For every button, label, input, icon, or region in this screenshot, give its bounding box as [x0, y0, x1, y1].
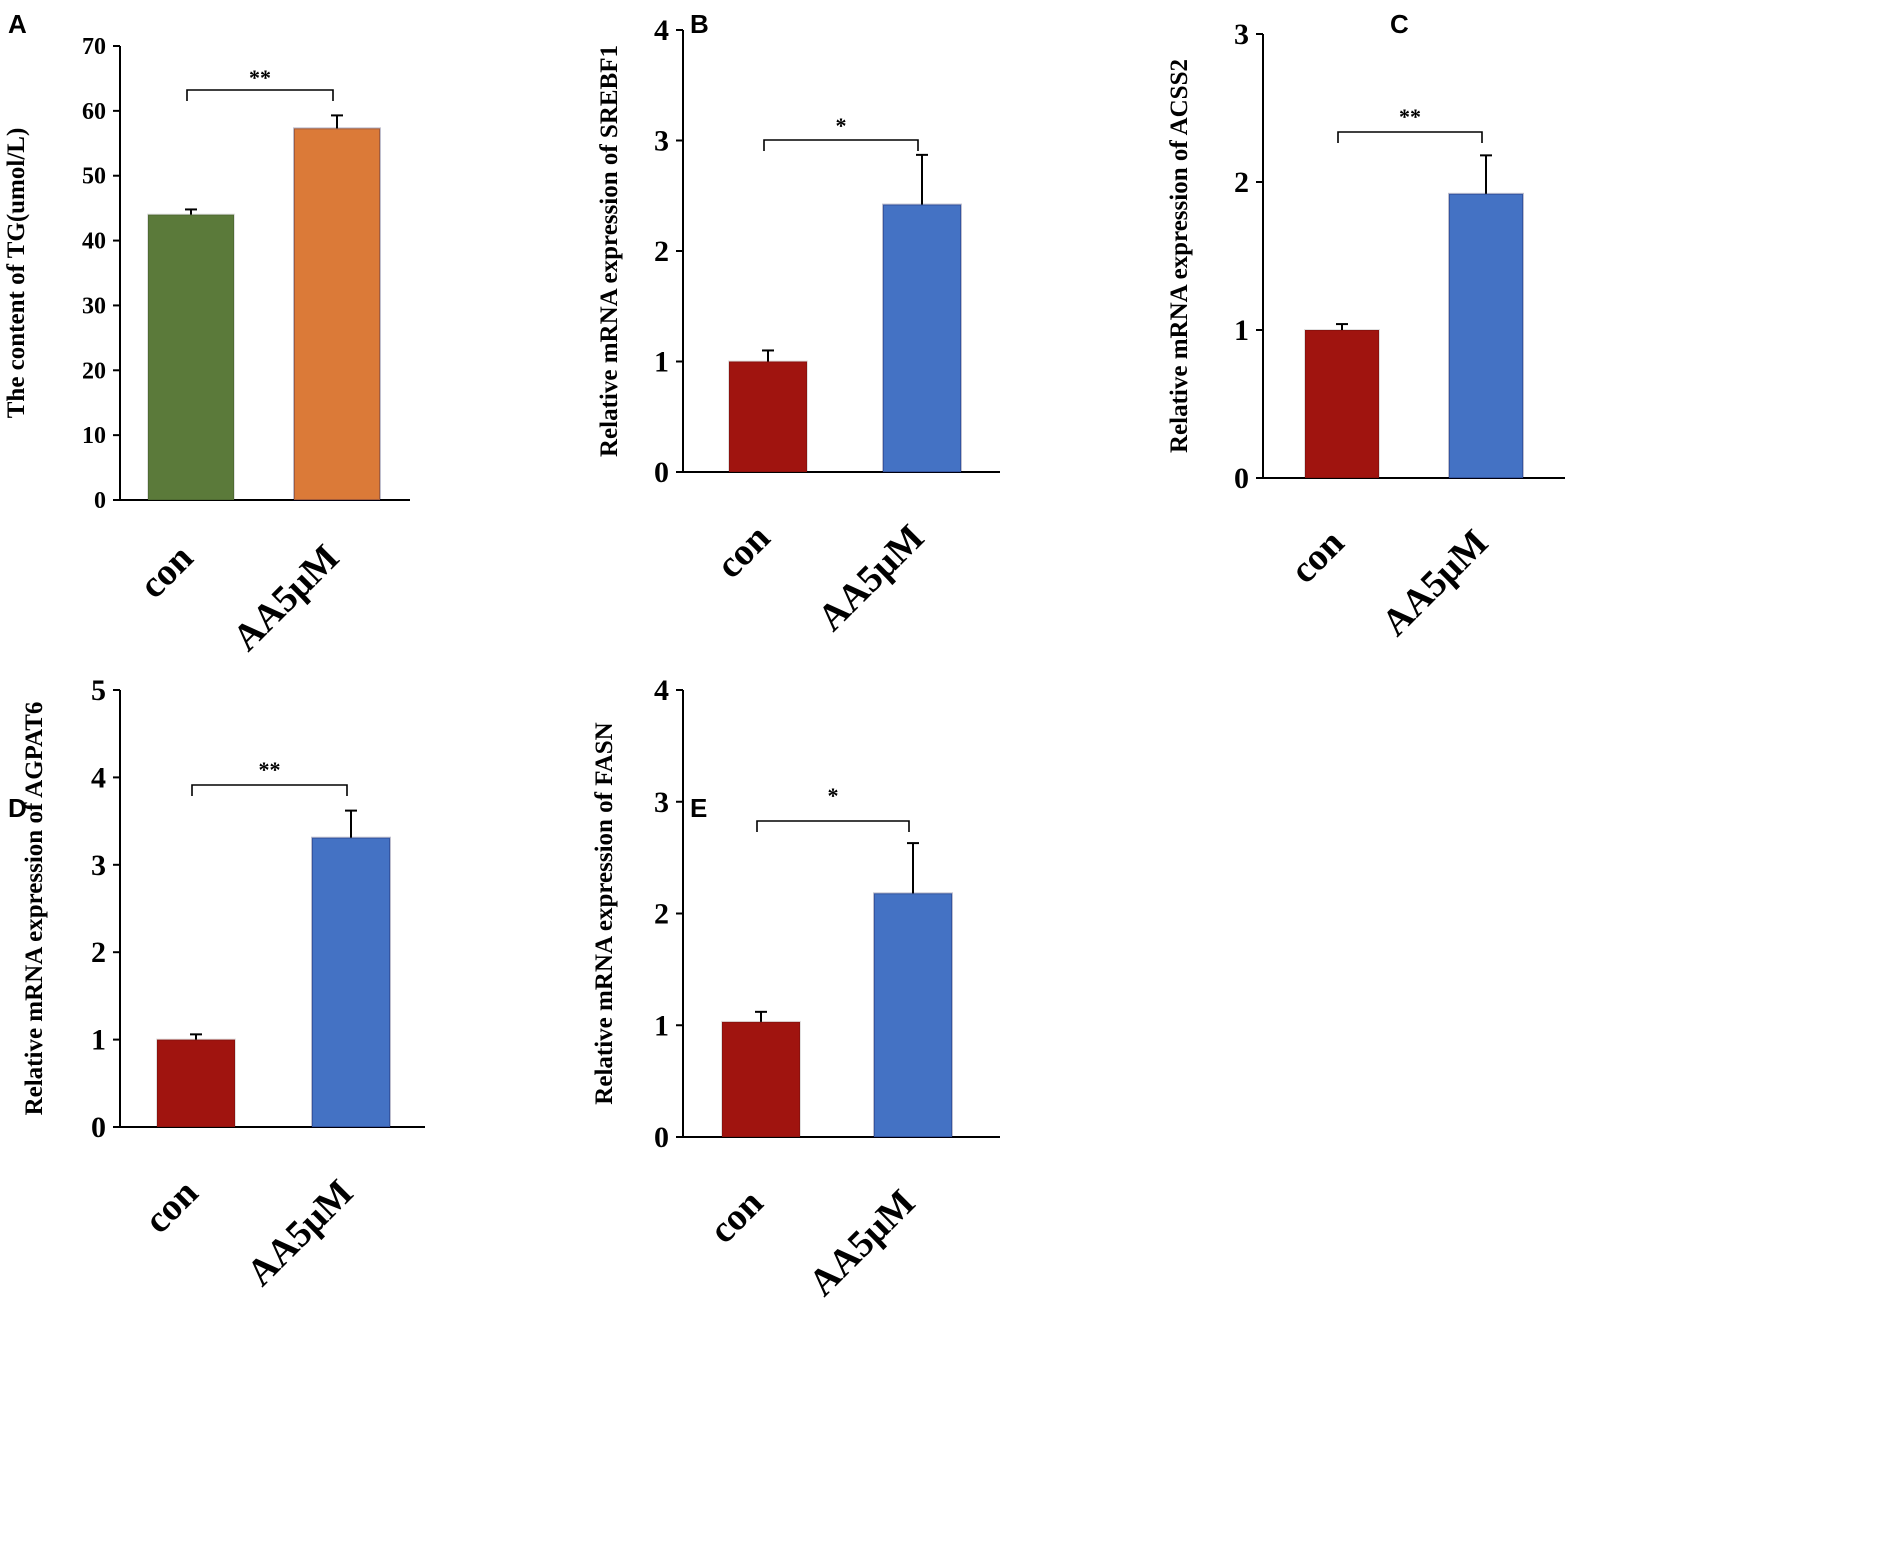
- y-tick-label-d: 2: [91, 936, 106, 969]
- y-tick-label-a: 30: [82, 293, 106, 319]
- x-category-label-d: con: [136, 1172, 206, 1242]
- y-tick-label-b: 1: [654, 346, 669, 379]
- significance-bracket-b: [763, 139, 919, 151]
- x-category-label-e: AA5μM: [801, 1182, 924, 1305]
- bar-a-con: [147, 213, 235, 501]
- y-tick-label-d: 4: [91, 761, 106, 794]
- y-tick-label-d: 0: [91, 1111, 106, 1144]
- y-tick-label-a: 40: [82, 229, 106, 255]
- significance-bracket-a: [186, 89, 334, 101]
- chart-panel-e: 0 1 2 3 4 con AA5μM * Relative mRNA expression o…: [591, 674, 1000, 1304]
- y-axis-title-e: Relative mRNA expression of FASN: [591, 722, 618, 1104]
- panel-letter-d: D: [8, 793, 27, 823]
- y-tick-label-e: 2: [654, 898, 669, 931]
- y-tick-label-b: 3: [654, 125, 669, 158]
- x-category-label-a: AA5μM: [225, 537, 348, 660]
- y-tick-label-e: 1: [654, 1009, 669, 1042]
- x-category-label-d: AA5μM: [239, 1172, 362, 1295]
- y-axis-title-c: Relative mRNA expression of ACSS2: [1166, 59, 1193, 453]
- y-tick-label-b: 0: [654, 456, 669, 489]
- significance-label-e: *: [828, 783, 839, 808]
- bar-b-con: [728, 360, 808, 473]
- panel-letter-a: A: [8, 9, 27, 39]
- y-axis-title-b: Relative mRNA expression of SREBF1: [596, 45, 623, 457]
- significance-bracket-c: [1337, 131, 1483, 143]
- significance-label-a: **: [249, 65, 271, 90]
- y-tick-label-a: 70: [82, 34, 106, 60]
- bar-c-aa5um: [1448, 192, 1524, 479]
- y-tick-label-e: 0: [654, 1121, 669, 1154]
- panel-letter-c: C: [1390, 9, 1409, 39]
- x-category-label-a: con: [131, 537, 201, 607]
- significance-label-c: **: [1399, 104, 1421, 129]
- bar-b-aa5um: [882, 203, 962, 473]
- x-category-label-b: AA5μM: [810, 517, 933, 640]
- y-tick-label-e: 3: [654, 786, 669, 819]
- bar-e-aa5um: [873, 892, 953, 1139]
- chart-panel-d: 0 1 2 3 4 5 con AA5μM ** Relative mRNA expression…: [21, 674, 425, 1294]
- x-category-label-b: con: [708, 517, 778, 587]
- y-tick-label-a: 60: [82, 99, 106, 125]
- y-tick-label-c: 0: [1234, 462, 1249, 495]
- significance-label-b: *: [836, 113, 847, 138]
- x-category-label-e: con: [701, 1182, 771, 1252]
- y-axis-title-a: The content of TG(umol/L): [3, 128, 30, 419]
- chart-panel-a: 0 10 20 30 40 50 60 70 con AA5μM ** The content of …: [3, 34, 410, 659]
- significance-bracket-e: [756, 820, 910, 832]
- y-tick-label-c: 1: [1234, 314, 1249, 347]
- y-tick-label-c: 2: [1234, 166, 1249, 199]
- y-tick-label-b: 2: [654, 235, 669, 268]
- bar-c-con: [1304, 329, 1380, 479]
- panel-letter-b: B: [690, 9, 709, 39]
- y-tick-label-c: 3: [1234, 18, 1249, 51]
- y-tick-label-a: 50: [82, 164, 106, 190]
- chart-panel-b: 0 1 2 3 4 con AA5μM * Relative mRNA expression o…: [596, 14, 1000, 639]
- y-tick-label-d: 5: [91, 674, 106, 707]
- y-axis-title-d: Relative mRNA expression of AGPAT6: [21, 702, 48, 1116]
- bar-e-con: [721, 1020, 801, 1139]
- y-tick-label-a: 20: [82, 358, 106, 384]
- y-tick-label-a: 0: [94, 488, 106, 514]
- significance-bracket-d: [191, 784, 348, 796]
- y-tick-label-b: 4: [654, 14, 669, 47]
- chart-panel-c: 0 1 2 3 con AA5μM ** Relative mRNA expression o…: [1166, 18, 1565, 644]
- y-tick-label-a: 10: [82, 423, 106, 449]
- x-category-label-c: AA5μM: [1374, 522, 1497, 645]
- panel-letter-e: E: [690, 793, 707, 823]
- significance-label-d: **: [259, 757, 281, 782]
- bar-d-aa5um: [311, 836, 391, 1128]
- y-tick-label-e: 4: [654, 674, 669, 707]
- y-tick-label-d: 1: [91, 1024, 106, 1057]
- bar-a-aa5um: [293, 127, 381, 502]
- bar-d-con: [156, 1038, 236, 1128]
- y-tick-label-d: 3: [91, 849, 106, 882]
- x-category-label-c: con: [1282, 522, 1352, 592]
